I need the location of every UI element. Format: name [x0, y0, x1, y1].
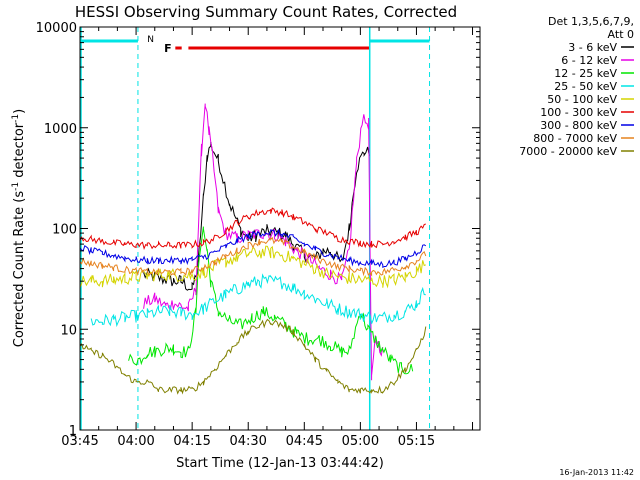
plot-timestamp: 16-Jan-2013 11:42: [559, 468, 634, 477]
y-axis-label-sup: -1: [11, 182, 21, 191]
y-tick-label: 1: [69, 424, 77, 439]
flare-flag-label: F: [164, 42, 172, 55]
plot-area: NF: [79, 27, 431, 430]
x-tick-label: 05:15: [398, 434, 435, 449]
series-line: [79, 228, 427, 268]
legend-entry-label: 3 - 6 keV: [568, 41, 617, 54]
y-axis-label: Corrected Count Rate (s-1 detector-1): [11, 109, 27, 347]
y-axis-label-text: Corrected Count Rate (s: [12, 191, 27, 348]
y-axis-label-tail-sup: -1: [11, 114, 21, 123]
legend-entry-label: 100 - 300 keV: [540, 106, 617, 119]
legend-entry-label: 12 - 25 keV: [554, 67, 617, 80]
y-tick-label: 10000: [36, 21, 77, 36]
series-line: [90, 273, 426, 328]
legend-header-line-1: Det 1,3,5,6,7,9,: [548, 15, 634, 28]
y-tick-label: 10: [60, 323, 77, 338]
night-flag-label: N: [147, 35, 154, 45]
x-tick-label: 03:45: [61, 434, 98, 449]
x-tick-label: 04:45: [286, 434, 323, 449]
series-line: [79, 207, 426, 250]
legend-header-line-2: Att 0: [608, 28, 634, 41]
legend-entry-label: 25 - 50 keV: [554, 80, 617, 93]
legend-entry-label: 6 - 12 keV: [561, 54, 617, 67]
legend-entry-label: 300 - 800 keV: [540, 119, 617, 132]
series-line: [143, 141, 370, 291]
y-axis-label-close: ): [12, 109, 27, 114]
y-axis-label-tail: detector: [12, 122, 27, 182]
series-line: [79, 236, 427, 277]
chart-title: HESSI Observing Summary Count Rates, Cor…: [75, 3, 457, 21]
x-tick-label: 04:30: [229, 434, 266, 449]
series-line: [128, 226, 414, 375]
series-line: [79, 245, 427, 289]
x-axis-label: Start Time (12-Jan-13 03:44:42): [176, 456, 384, 471]
legend-entry-label: 7000 - 20000 keV: [519, 145, 617, 158]
series-line: [79, 318, 427, 395]
legend-entry-label: 800 - 7000 keV: [533, 132, 617, 145]
y-tick-label: 1000: [44, 122, 77, 137]
x-tick-label: 04:15: [173, 434, 210, 449]
axes: 03:45 04:00 04:15 04:30 04:45 05:00 05:15 1 10 10…: [36, 21, 481, 449]
y-tick-label: 100: [52, 223, 77, 238]
x-tick-label: 04:00: [117, 434, 154, 449]
x-tick-label: 05:00: [342, 434, 379, 449]
legend-entry-label: 50 - 100 keV: [547, 93, 617, 106]
